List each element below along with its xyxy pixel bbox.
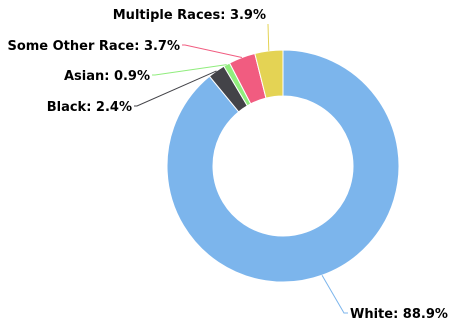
leader-lines-layer bbox=[134, 23, 348, 314]
leader-line-some-other-race bbox=[182, 44, 243, 59]
data-label-asian: Asian: 0.9% bbox=[64, 69, 150, 84]
slice-multiple-races[interactable] bbox=[254, 49, 284, 99]
leader-line-white bbox=[321, 274, 348, 314]
data-label-multiple-races: Multiple Races: 3.9% bbox=[113, 8, 266, 23]
leader-line-asian bbox=[152, 64, 227, 76]
data-label-white: White: 88.9% bbox=[350, 307, 448, 322]
leader-line-black bbox=[134, 70, 217, 107]
slices-layer bbox=[166, 49, 400, 283]
data-labels-layer: White: 88.9% Black: 2.4% Asian: 0.9% Some O… bbox=[7, 8, 447, 322]
data-label-black: Black: 2.4% bbox=[47, 100, 132, 115]
data-label-some-other-race: Some Other Race: 3.7% bbox=[7, 39, 180, 54]
leader-line-multiple-races bbox=[267, 23, 270, 51]
slice-white[interactable] bbox=[166, 49, 400, 283]
